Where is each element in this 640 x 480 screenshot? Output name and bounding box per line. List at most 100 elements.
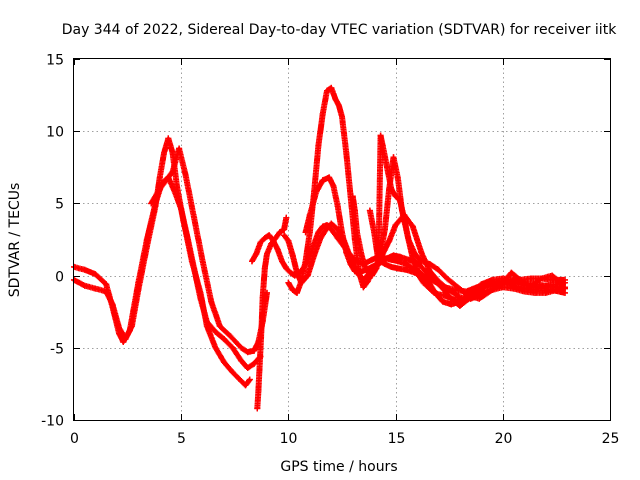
data-point [270, 237, 277, 244]
data-point [373, 265, 380, 272]
data-point [258, 323, 265, 330]
tick-labels: 0 5 10 15 20 25 -10 -5 0 5 10 15 [41, 53, 619, 448]
data-point [92, 271, 99, 278]
data-point [229, 369, 236, 376]
data-point [294, 289, 300, 296]
data-point [377, 132, 384, 139]
data-point [343, 149, 350, 156]
data-point [390, 154, 397, 161]
data-point [549, 272, 556, 279]
data-point [532, 284, 538, 291]
data-point [396, 253, 403, 260]
y-tick-label: 15 [46, 53, 64, 69]
data-point [448, 301, 455, 308]
data-point [244, 349, 251, 356]
data-point [169, 168, 176, 175]
data-point [433, 291, 440, 298]
data-point [384, 164, 390, 171]
series-track-b [71, 135, 253, 389]
data-point [313, 188, 320, 195]
data-point [444, 275, 451, 282]
data-point [420, 279, 427, 286]
data-point [356, 269, 363, 276]
data-point [562, 285, 568, 292]
data-point [81, 282, 88, 289]
data-point [328, 226, 335, 233]
data-point [242, 382, 249, 389]
data-point [454, 284, 461, 291]
data-point [103, 281, 110, 288]
data-point [418, 249, 425, 256]
data-point [324, 224, 330, 231]
data-point [259, 294, 266, 301]
data-point [253, 250, 260, 257]
chart-title: Day 344 of 2022, Sidereal Day-to-day VTE… [62, 22, 617, 38]
data-point [328, 84, 335, 91]
data-point [251, 347, 258, 354]
data-point [362, 266, 369, 273]
data-point [285, 279, 292, 286]
data-point [281, 232, 288, 239]
data-point [191, 214, 198, 221]
data-point [396, 197, 403, 204]
data-point [330, 90, 337, 97]
data-point [467, 289, 474, 296]
y-axis-label: SDTVAR / TECUs [7, 183, 23, 298]
data-point [366, 207, 373, 214]
data-point [508, 269, 515, 276]
data-point [302, 229, 309, 236]
data-point [339, 113, 345, 120]
data-point [360, 284, 367, 291]
data-point [289, 252, 296, 259]
data-point [422, 268, 429, 275]
data-point [264, 250, 270, 257]
data-point [384, 255, 390, 262]
data-point [351, 268, 358, 275]
data-point [532, 289, 538, 296]
data-point [266, 232, 273, 239]
series-trace [71, 135, 253, 389]
data-point [203, 323, 210, 330]
data-point [388, 186, 395, 192]
x-tick-label: 5 [177, 431, 186, 447]
data-point [148, 200, 155, 207]
data-point [116, 324, 122, 331]
data-point [279, 258, 285, 265]
x-tick-label: 25 [602, 431, 620, 447]
data-point [294, 269, 300, 276]
data-point [319, 110, 326, 117]
data-point [542, 282, 549, 289]
data-point [339, 229, 345, 236]
data-point [349, 193, 356, 200]
data-point [386, 237, 393, 244]
data-point [388, 263, 395, 270]
data-point [257, 344, 264, 351]
data-point [409, 255, 416, 262]
data-point [369, 272, 375, 279]
data-point [257, 239, 264, 246]
x-tick-label: 20 [495, 431, 513, 447]
data-point [276, 229, 283, 236]
data-point [246, 376, 253, 383]
data-point [381, 226, 388, 233]
data-point [521, 281, 528, 288]
data-point [281, 226, 288, 233]
data-point [538, 275, 545, 282]
data-point [163, 177, 170, 184]
data-point [176, 145, 183, 152]
series-track-c [148, 145, 270, 356]
data-point [212, 344, 219, 351]
data-point [173, 183, 180, 190]
data-point [216, 323, 223, 330]
data-point [255, 388, 262, 395]
data-point [347, 261, 354, 267]
data-point [109, 301, 116, 308]
data-point [392, 193, 399, 200]
data-point [182, 171, 189, 178]
data-point [439, 285, 446, 292]
data-point [420, 272, 427, 279]
y-tick-label: 0 [55, 270, 64, 286]
data-point [542, 289, 549, 296]
data-point [332, 96, 339, 103]
